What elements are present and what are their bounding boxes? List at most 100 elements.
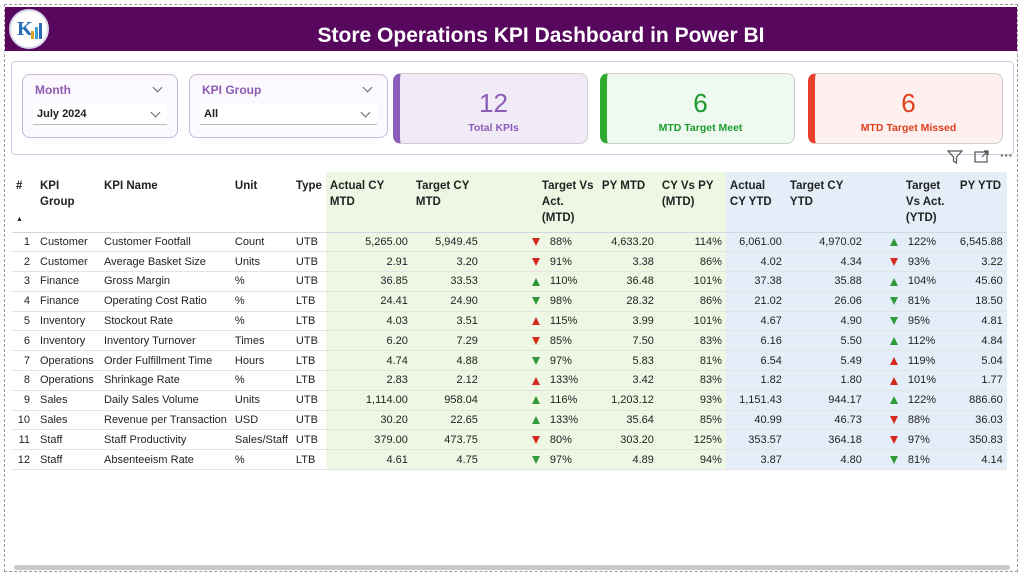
collapse-icon[interactable] xyxy=(152,82,163,93)
cell-text: % xyxy=(234,453,245,466)
cell-text: % xyxy=(234,295,245,308)
slicer-value[interactable]: All xyxy=(200,104,377,125)
cell-text: 2.12 xyxy=(456,374,478,387)
cell-text: 95% xyxy=(907,315,930,328)
status-icon xyxy=(531,396,540,405)
table-cell: 88% xyxy=(481,232,598,253)
cell-text: Times xyxy=(234,334,265,347)
table-cell: LTB xyxy=(291,350,326,372)
table-cell: 4.90 xyxy=(785,311,866,332)
table-cell: 944.17 xyxy=(785,390,866,411)
cell-text: 115% xyxy=(549,315,578,328)
table-cell: Times xyxy=(230,330,292,352)
table-cell: 81% xyxy=(657,350,726,372)
table-cell: 4.84 xyxy=(955,330,1007,352)
status-icon xyxy=(889,356,898,365)
table-cell: Inventory xyxy=(36,330,100,352)
cell-text: 36.48 xyxy=(626,275,654,288)
table-cell: Revenue per Transaction xyxy=(100,410,231,431)
cell-text: 33.53 xyxy=(450,275,478,288)
slicer-label: Month xyxy=(35,83,71,97)
table-cell: 4.61 xyxy=(325,449,412,471)
table-cell: 93% xyxy=(865,251,956,273)
cell-text: 122% xyxy=(907,394,937,407)
cell-text: UTB xyxy=(295,255,318,268)
slicer-value[interactable]: July 2024 xyxy=(33,104,167,125)
cell-text: 4,633.20 xyxy=(611,235,654,248)
table-cell: 21.02 xyxy=(725,291,786,312)
table-cell: Operating Cost Ratio xyxy=(100,291,231,312)
more-options[interactable]: ··· xyxy=(1000,148,1013,163)
status-icon xyxy=(889,257,898,266)
table-cell: Sales xyxy=(36,410,100,431)
cell-text: 40.99 xyxy=(754,414,782,427)
cell-text: UTB xyxy=(295,433,318,446)
cell-text: 4.74 xyxy=(386,354,408,367)
cell-text: 88% xyxy=(549,235,572,248)
collapse-icon[interactable] xyxy=(362,82,373,93)
cell-text: 12 xyxy=(17,453,30,466)
table-row: 7 Operations Order Fulfillment Time Hours LT… xyxy=(12,350,1007,372)
table-cell: 4.67 xyxy=(725,311,786,332)
column-header-text: # xyxy=(16,180,23,192)
cell-text: % xyxy=(234,315,245,328)
table-row: 4 Finance Operating Cost Ratio% LTB 24.41 24.… xyxy=(12,291,1007,312)
cell-text: 36.85 xyxy=(380,275,408,288)
cell-text: UTB xyxy=(295,275,318,288)
cell-text: 85% xyxy=(699,414,722,427)
status-icon xyxy=(531,356,540,365)
table-cell: 4,633.20 xyxy=(597,232,658,253)
filter-panel xyxy=(11,61,1014,155)
table-cell: Units xyxy=(230,390,292,411)
table-cell: 2.83 xyxy=(325,370,412,391)
cell-text: 93% xyxy=(699,394,722,407)
cell-text: 3.22 xyxy=(981,255,1003,268)
table-cell: 2 xyxy=(12,251,36,273)
table-cell: 18.50 xyxy=(955,291,1007,312)
table-cell: UTB xyxy=(291,251,326,273)
table-cell: Stockout Rate xyxy=(100,311,231,332)
svg-text:K: K xyxy=(17,18,33,40)
table-cell: 33.53 xyxy=(411,271,482,292)
cell-text: 4.61 xyxy=(386,453,408,466)
table-cell: 2.91 xyxy=(325,251,412,273)
cell-text: UTB xyxy=(295,394,318,407)
table-cell: Customer Footfall xyxy=(100,232,231,253)
table-cell: 958.04 xyxy=(411,390,482,411)
cell-text: 101% xyxy=(693,315,722,328)
table-cell: % xyxy=(230,370,292,391)
cell-text: Finance xyxy=(40,275,80,288)
cell-text: 4.89 xyxy=(632,453,654,466)
cell-text: Units xyxy=(234,394,260,407)
table-cell: 4,970.02 xyxy=(785,232,866,253)
table-cell: 2.12 xyxy=(411,370,482,391)
table-cell: 3.22 xyxy=(955,251,1007,273)
table-cell: % xyxy=(230,291,292,312)
cell-text: 5.04 xyxy=(981,354,1003,367)
table-cell: 95% xyxy=(865,311,956,332)
column-header-text: Target CY MTD xyxy=(415,180,470,208)
table-cell: 5.04 xyxy=(955,350,1007,372)
table-cell: 86% xyxy=(657,251,726,273)
horizontal-scrollbar[interactable] xyxy=(14,565,1010,570)
column-header-text: Actual CY MTD xyxy=(329,180,385,208)
table-cell: Finance xyxy=(36,291,100,312)
table-cell: 116% xyxy=(481,390,598,411)
table-cell: 5,949.45 xyxy=(411,232,482,253)
table-cell: 4.80 xyxy=(785,449,866,471)
cell-text: LTB xyxy=(295,453,316,466)
header-row: # ▲ KPI Group KPI Name Unit Type Actual CY MTD… xyxy=(12,172,1007,233)
kpi-group-slicer[interactable]: KPI Group All xyxy=(189,74,388,138)
filter-icon[interactable] xyxy=(946,150,964,167)
table-cell: 4 xyxy=(12,291,36,312)
column-header: KPI Name xyxy=(100,172,231,233)
cell-text: 81% xyxy=(699,354,722,367)
cell-text: Sales/Staff xyxy=(234,433,288,446)
cell-text: UTB xyxy=(295,334,318,347)
cell-text: 1,203.12 xyxy=(611,394,654,407)
focus-icon[interactable] xyxy=(974,150,990,167)
table-cell: 85% xyxy=(657,410,726,431)
month-slicer[interactable]: Month July 2024 xyxy=(22,74,178,138)
column-header: Target CY MTD xyxy=(411,172,482,233)
status-icon xyxy=(889,435,898,444)
